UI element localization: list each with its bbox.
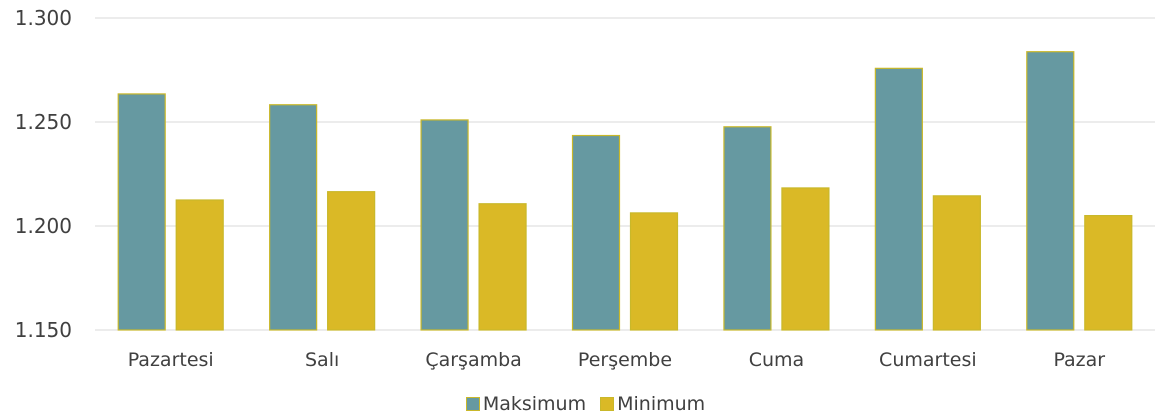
bar-maksimum-1: [269, 104, 318, 331]
bar-maksimum-5: [874, 67, 923, 331]
legend-swatch-minimum: [600, 397, 615, 411]
x-tick-label: Çarşamba: [425, 349, 521, 371]
legend-item-maksimum: Maksimum: [465, 393, 587, 415]
legend-label-minimum: Minimum: [617, 393, 706, 415]
x-axis: Pazartesi Salı Çarşamba Perşembe Cuma Cumarte…: [128, 349, 1106, 371]
bar-minimum-2: [478, 203, 527, 331]
bar-maksimum-3: [571, 134, 621, 331]
bar-minimum-3: [629, 212, 679, 331]
y-axis: 1.150 1.200 1.250 1.300: [15, 6, 72, 342]
x-tick-label: Perşembe: [578, 349, 672, 371]
bar-maksimum-0: [117, 93, 166, 331]
x-tick-label: Pazar: [1053, 349, 1105, 371]
y-tick-label: 1.250: [15, 110, 72, 134]
bar-minimum-5: [932, 195, 981, 331]
x-tick-label: Pazartesi: [128, 349, 214, 371]
bar-minimum-0: [175, 199, 224, 331]
gridlines: [95, 17, 1155, 331]
x-tick-label: Cumartesi: [879, 349, 977, 371]
bar-minimum-6: [1084, 215, 1133, 331]
bar-minimum-1: [327, 191, 376, 331]
bars: [117, 51, 1133, 331]
legend: Maksimum Minimum: [0, 393, 1171, 415]
bar-maksimum-6: [1026, 51, 1075, 331]
bar-maksimum-4: [723, 126, 772, 331]
y-tick-label: 1.200: [15, 214, 72, 238]
legend-label-maksimum: Maksimum: [482, 393, 587, 415]
x-tick-label: Salı: [305, 349, 339, 371]
x-tick-label: Cuma: [749, 349, 804, 371]
bar-maksimum-2: [420, 119, 469, 331]
legend-item-minimum: Minimum: [600, 393, 705, 415]
bar-minimum-4: [781, 187, 830, 331]
y-tick-label: 1.150: [15, 318, 72, 342]
y-tick-label: 1.300: [15, 6, 72, 30]
legend-swatch-maksimum: [465, 397, 480, 411]
